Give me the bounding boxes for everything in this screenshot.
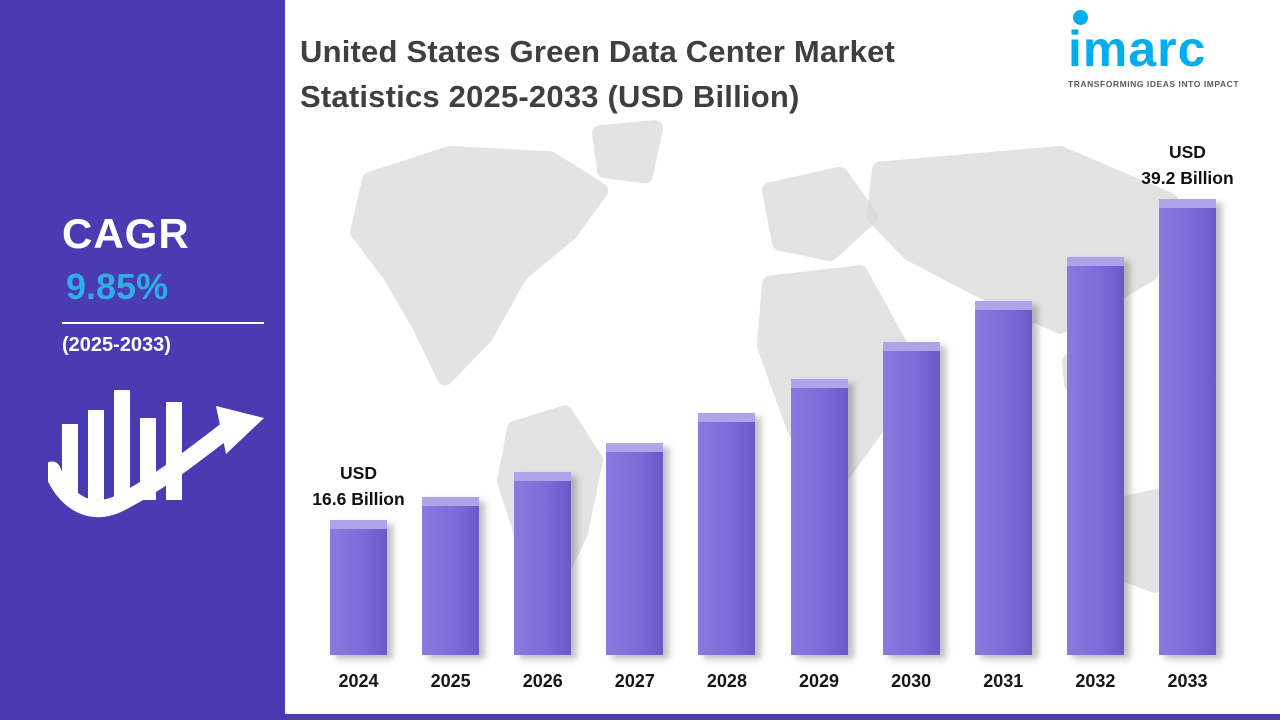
growth-chart-icon bbox=[43, 362, 268, 532]
x-axis-label-2024: 2024 bbox=[338, 671, 379, 691]
x-axis-label-2030: 2030 bbox=[891, 671, 932, 691]
value-label-2024: USD 16.6 Billion bbox=[312, 462, 405, 509]
bottom-accent-bar bbox=[285, 714, 1280, 720]
logo-tagline: TRANSFORMING IDEAS INTO IMPACT bbox=[1068, 78, 1240, 89]
bar-2033: 2033 USD 39.2 Billion bbox=[1141, 142, 1233, 692]
bar-2029: 2029 bbox=[790, 379, 848, 691]
x-axis-label-2027: 2027 bbox=[614, 671, 655, 691]
bar-2027: 2027 bbox=[606, 443, 664, 691]
imarc-logo: imarc TRANSFORMING IDEAS INTO IMPACT bbox=[1068, 10, 1258, 89]
x-axis-label-2031: 2031 bbox=[983, 671, 1024, 691]
x-axis-label-2026: 2026 bbox=[522, 671, 563, 691]
cagr-label: CAGR bbox=[62, 210, 190, 257]
logo-dot-icon bbox=[1073, 10, 1088, 25]
x-axis-label-2028: 2028 bbox=[706, 671, 747, 691]
value-label-2033: USD 39.2 Billion bbox=[1141, 141, 1234, 188]
x-axis-label-2025: 2025 bbox=[430, 671, 471, 691]
cagr-divider bbox=[62, 322, 264, 324]
sidebar: CAGR 9.85% (2025-2033) bbox=[0, 0, 285, 720]
bar-2024: 2024 USD 16.6 Billion bbox=[312, 463, 404, 692]
x-axis-label-2033: 2033 bbox=[1167, 671, 1208, 691]
cagr-block: CAGR 9.85% (2025-2033) bbox=[62, 210, 272, 357]
page-title-line1: United States Green Data Center Market bbox=[300, 34, 896, 69]
page-title-line2: Statistics 2025-2033 (USD Billion) bbox=[300, 78, 800, 114]
bar-2031: 2031 bbox=[974, 301, 1032, 691]
bar-2030: 2030 bbox=[882, 342, 940, 691]
bar-2028: 2028 bbox=[698, 413, 756, 691]
page-title: United States Green Data Center Market S… bbox=[300, 30, 1060, 120]
bar-2026: 2026 bbox=[514, 472, 572, 691]
logo-wordmark: imarc bbox=[1068, 21, 1207, 77]
x-axis-label-2029: 2029 bbox=[799, 671, 840, 691]
bar-2032: 2032 bbox=[1066, 257, 1124, 691]
cagr-value: 9.85% bbox=[66, 266, 169, 307]
cagr-period: (2025-2033) bbox=[62, 334, 171, 356]
bar-chart: 2024 USD 16.6 Billion 2025 2026 2027 2028 2029 2… bbox=[312, 135, 1233, 692]
bar-2025: 2025 bbox=[422, 497, 480, 691]
x-axis-label-2032: 2032 bbox=[1075, 671, 1116, 691]
